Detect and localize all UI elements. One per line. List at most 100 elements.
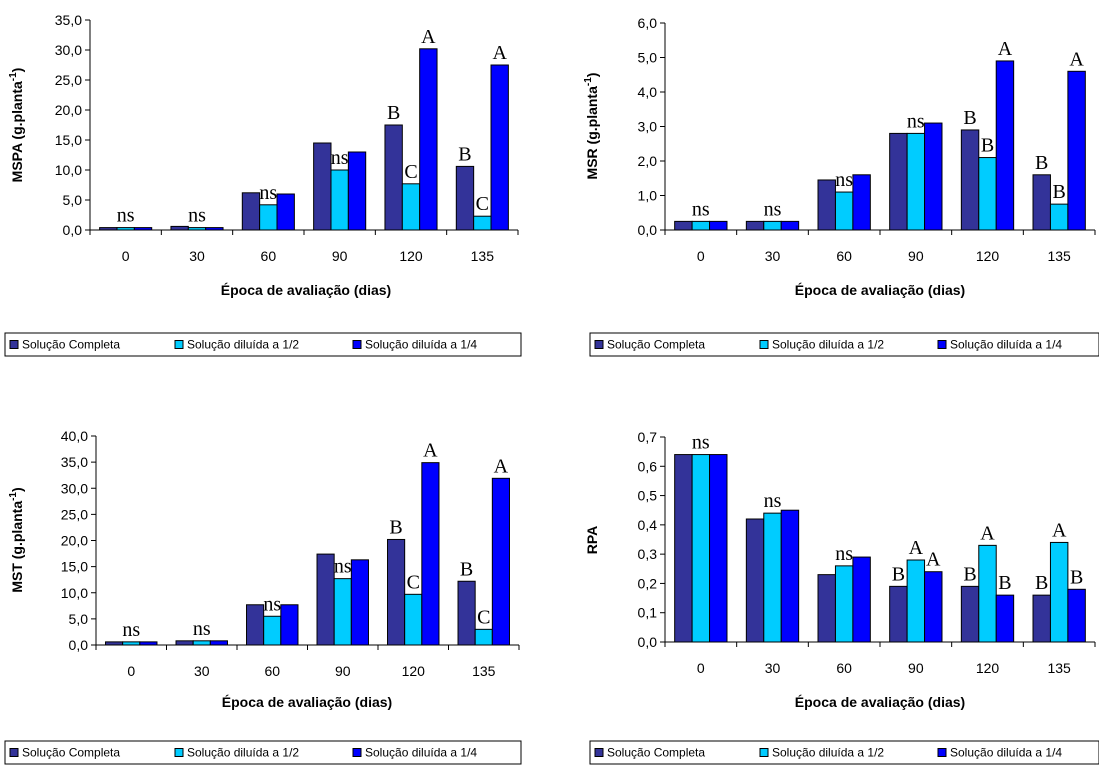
significance-label: B xyxy=(1035,572,1048,594)
x-tick-label: 135 xyxy=(1047,660,1071,676)
legend-label: Solução diluída a 1/4 xyxy=(365,746,477,760)
y-tick-label: 10,0 xyxy=(55,162,82,178)
chart-3: ns ns ns ns B C A B C A 0,0 5,0 10,0 15,0 20,0 25,0 30,0… xyxy=(4,428,522,765)
significance-label: B xyxy=(981,135,994,157)
significance-label: B xyxy=(387,102,400,124)
bar-120-series-2 xyxy=(978,544,997,643)
bar-90-series-2 xyxy=(330,169,349,231)
bar-90-series-2 xyxy=(906,132,926,231)
legend-label: Solução diluída a 1/4 xyxy=(950,338,1062,352)
bar-120-series-2 xyxy=(404,593,423,646)
significance-label: B xyxy=(458,143,471,165)
bar-60-series-3 xyxy=(852,174,871,231)
legend-swatch xyxy=(937,748,947,757)
bar-90-series-3 xyxy=(350,559,369,646)
x-tick-label: 90 xyxy=(335,663,351,679)
y-tick-label: 40,0 xyxy=(61,428,88,444)
significance-label: ns xyxy=(692,198,710,220)
significance-label: A xyxy=(423,440,438,462)
bar-60-series-2 xyxy=(834,565,854,643)
bar-135-series-3 xyxy=(1067,588,1086,643)
significance-label: ns xyxy=(259,182,277,204)
legend-label: Solução diluída a 1/2 xyxy=(772,746,884,760)
x-tick-label: 90 xyxy=(908,660,924,676)
y-tick-label: 0,5 xyxy=(638,488,658,504)
x-axis-title: Época de avaliação (dias) xyxy=(222,694,392,710)
bar-135-series-3 xyxy=(490,64,509,231)
bar-135-series-1 xyxy=(1032,174,1051,231)
bar-60-series-2 xyxy=(834,191,854,231)
x-tick-label: 135 xyxy=(1047,248,1071,264)
bar-90-series-1 xyxy=(313,142,332,231)
y-tick-label: 6,0 xyxy=(638,15,658,31)
y-tick-label: 0,4 xyxy=(638,517,658,533)
y-tick-label: 20,0 xyxy=(61,533,88,549)
bar-60-series-3 xyxy=(852,556,871,643)
bar-0-series-1 xyxy=(674,454,693,643)
x-tick-label: 30 xyxy=(194,663,210,679)
bar-90-series-3 xyxy=(924,571,943,643)
significance-label: B xyxy=(892,563,905,585)
x-tick-label: 120 xyxy=(976,660,1000,676)
x-tick-label: 60 xyxy=(836,248,852,264)
bar-135-series-2 xyxy=(473,215,492,231)
significance-label: C xyxy=(407,571,420,593)
x-tick-label: 0 xyxy=(127,663,135,679)
bar-120-series-1 xyxy=(384,124,403,231)
significance-label: B xyxy=(460,558,473,580)
bar-135-series-3 xyxy=(1067,70,1086,231)
bar-135-series-3 xyxy=(491,477,510,646)
significance-label: A xyxy=(492,42,507,64)
bar-60-series-1 xyxy=(817,574,836,643)
significance-label: ns xyxy=(334,556,352,578)
y-tick-label: 10,0 xyxy=(61,585,88,601)
significance-label: B xyxy=(1035,152,1048,174)
bar-90-series-2 xyxy=(333,578,352,646)
y-tick-label: 25,0 xyxy=(61,506,88,522)
legend-swatch xyxy=(352,748,362,757)
y-axis-title: MSR (g.planta-1) xyxy=(583,73,600,180)
legend-swatch xyxy=(759,748,769,757)
significance-label: ns xyxy=(117,205,135,227)
bar-60-series-2 xyxy=(263,615,282,646)
legend-swatch xyxy=(9,748,19,757)
significance-label: ns xyxy=(835,543,853,565)
legend-label: Solução diluída a 1/4 xyxy=(950,746,1062,760)
bar-120-series-1 xyxy=(960,585,980,643)
significance-label: ns xyxy=(188,205,206,227)
legend-label: Solução diluída a 1/4 xyxy=(365,338,477,352)
legend-swatch xyxy=(9,340,19,349)
bar-120-series-3 xyxy=(421,462,440,646)
x-tick-label: 60 xyxy=(836,660,852,676)
significance-label: ns xyxy=(122,619,140,641)
y-tick-label: 15,0 xyxy=(55,132,82,148)
bar-120-series-3 xyxy=(419,48,438,231)
bar-30-series-1 xyxy=(745,518,765,643)
y-tick-label: 0,1 xyxy=(638,605,658,621)
bar-30-series-2 xyxy=(192,640,211,646)
bar-0-series-2 xyxy=(691,454,711,643)
significance-label: C xyxy=(404,161,417,183)
y-tick-label: 0,0 xyxy=(638,222,658,238)
legend-frame xyxy=(589,332,1099,357)
bar-120-series-3 xyxy=(995,60,1015,231)
x-tick-label: 0 xyxy=(122,248,130,264)
bar-30-series-1 xyxy=(175,640,194,646)
bar-60-series-1 xyxy=(246,604,265,646)
bar-135-series-2 xyxy=(1049,203,1069,231)
significance-label: B xyxy=(389,516,402,538)
chart-1: ns ns ns ns B C A B C A 0,0 5,0 10,0 15,0 20,0 25,0 30,0… xyxy=(4,12,522,357)
bar-120-series-2 xyxy=(978,157,997,231)
significance-label: ns xyxy=(764,490,782,512)
x-tick-label: 135 xyxy=(471,248,495,264)
y-tick-label: 0,6 xyxy=(638,458,658,474)
bar-0-series-2 xyxy=(691,220,711,231)
bar-30-series-3 xyxy=(209,640,228,646)
significance-label: ns xyxy=(764,198,782,220)
x-tick-label: 135 xyxy=(472,663,496,679)
y-tick-label: 35,0 xyxy=(61,454,88,470)
y-tick-label: 4,0 xyxy=(638,84,658,100)
legend-swatch xyxy=(594,748,604,757)
